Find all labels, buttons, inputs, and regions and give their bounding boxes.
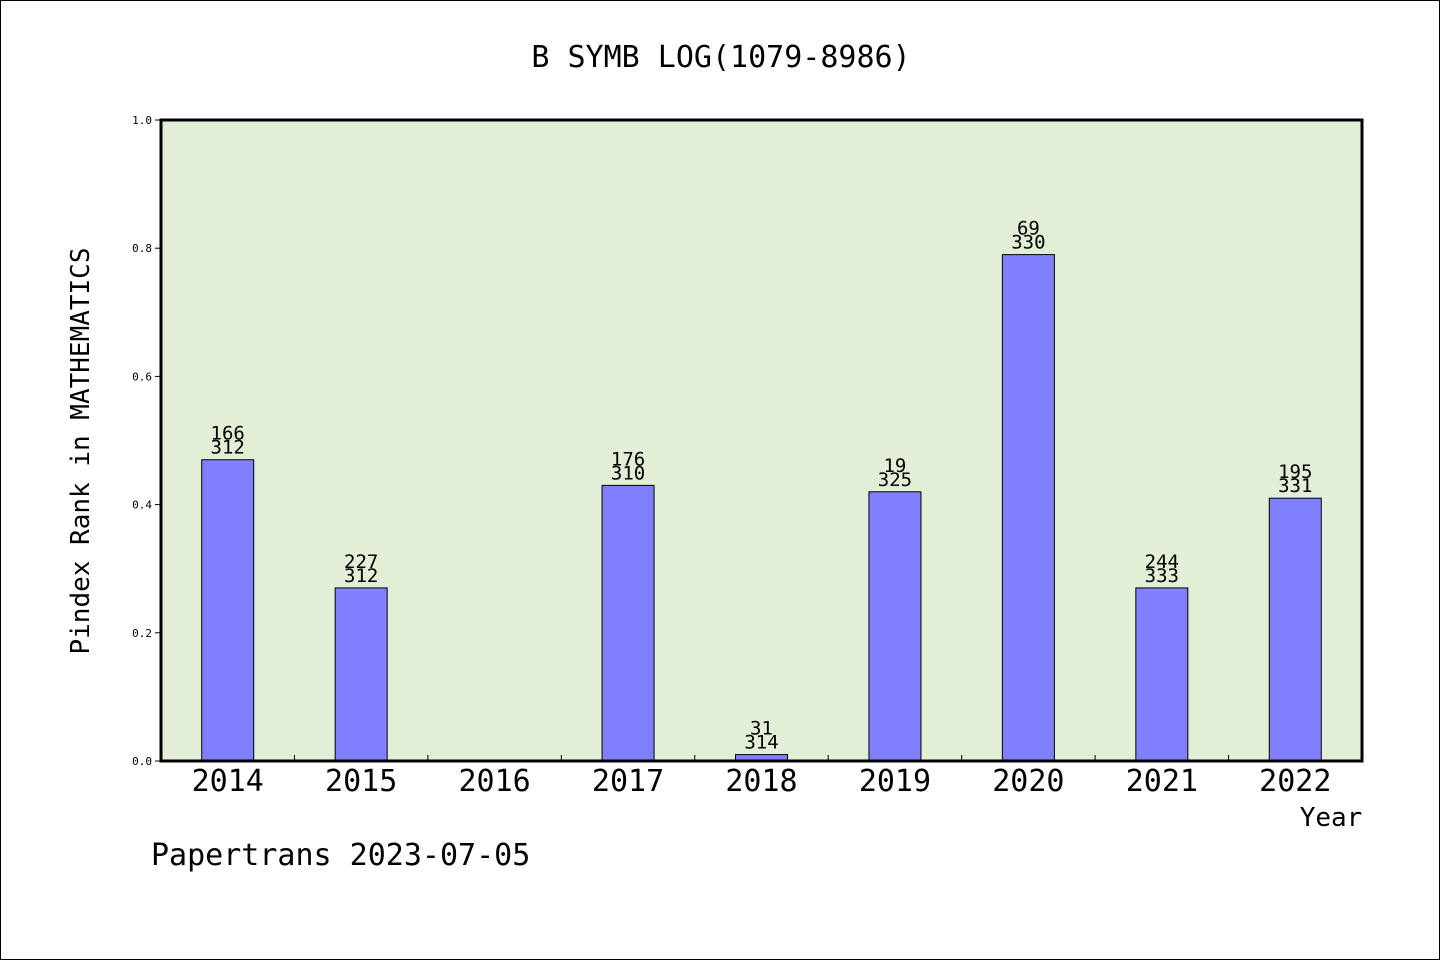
bars-group <box>201 254 1322 762</box>
y-tick-label: 1.0 <box>132 114 152 127</box>
bar-2019 <box>868 491 922 762</box>
y-axis-ticks: 0.0 0.2 0.4 0.6 0.8 1.0 <box>132 114 161 768</box>
x-tick-label: 2015 <box>325 764 397 799</box>
y-axis-label: Pindex Rank in MATHEMATICS <box>66 248 96 655</box>
y-tick-label: 0.6 <box>132 370 152 383</box>
total-label: 312 <box>344 565 378 587</box>
y-tick-label: 0.0 <box>132 755 152 768</box>
y-tick-label: 0.8 <box>132 242 152 255</box>
data-labels: 1663122273121763103131419325693302443331… <box>211 218 1313 754</box>
y-tick-label: 0.4 <box>132 499 152 512</box>
rank-label: 31 <box>750 718 773 740</box>
total-label: 312 <box>211 437 245 459</box>
total-label: 314 <box>744 732 778 754</box>
rank-label: 19 <box>883 455 906 477</box>
x-tick-label: 2017 <box>592 764 664 799</box>
y-tick-label: 0.2 <box>132 627 152 640</box>
bar-2020 <box>1001 254 1055 762</box>
plot-frame <box>159 118 1364 763</box>
x-tick-label: 2018 <box>725 764 797 799</box>
bar-2017 <box>601 484 655 762</box>
x-tick-label: 2021 <box>1126 764 1198 799</box>
rank-label: 227 <box>344 551 378 573</box>
total-label: 333 <box>1145 565 1179 587</box>
bar-2014 <box>201 459 255 762</box>
chart-title: B SYMB LOG(1079-8986) <box>531 40 910 75</box>
rank-label: 69 <box>1017 218 1040 240</box>
x-tick-label: 2014 <box>192 764 264 799</box>
bar-2022 <box>1268 497 1322 762</box>
bar-2015 <box>334 587 388 762</box>
x-axis-ticks: 2014 2015 2016 2017 2018 2019 2020 2021 2022 <box>192 755 1331 799</box>
x-tick-label: 2019 <box>859 764 931 799</box>
footer-text: Papertrans 2023-07-05 <box>151 838 530 873</box>
x-tick-label: 2016 <box>458 764 530 799</box>
total-label: 310 <box>611 462 645 484</box>
bar-2021 <box>1135 587 1189 762</box>
x-tick-label: 2022 <box>1259 764 1331 799</box>
x-axis-label: Year <box>1300 803 1363 833</box>
rank-label: 176 <box>611 448 645 470</box>
rank-label: 195 <box>1278 461 1312 483</box>
total-label: 331 <box>1278 475 1312 497</box>
rank-label: 166 <box>211 423 245 445</box>
total-label: 325 <box>878 469 912 491</box>
rank-label: 244 <box>1145 551 1179 573</box>
x-tick-label: 2020 <box>992 764 1064 799</box>
total-label: 330 <box>1011 232 1045 254</box>
